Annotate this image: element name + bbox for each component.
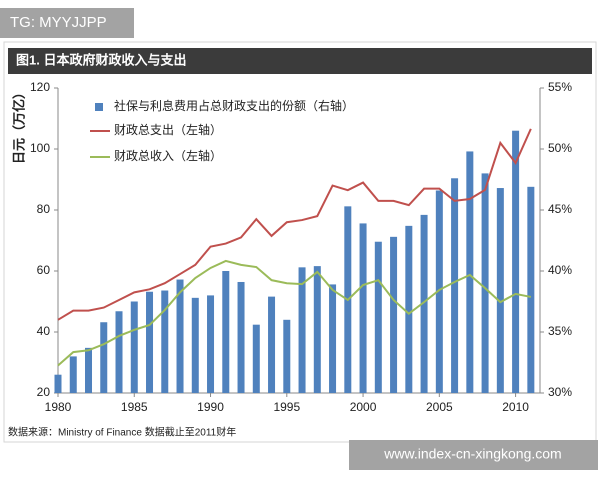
bar — [451, 178, 459, 393]
watermark-bottom: www.index-cn-xingkong.com — [383, 446, 561, 462]
legend-swatch — [95, 103, 103, 111]
y2-tick-label: 45% — [548, 202, 572, 216]
watermark-top: TG: MYYJJPP — [10, 14, 107, 31]
y2-tick-label: 55% — [548, 80, 572, 94]
line — [57, 128, 532, 321]
y-tick-label: 100 — [30, 141, 50, 155]
bar — [237, 281, 245, 393]
y-tick-label: 40 — [37, 324, 51, 338]
y-tick-label: 80 — [37, 202, 51, 216]
bar — [176, 279, 184, 393]
legend-label: 社保与利息费用占总财政支出的份额（右轴） — [114, 98, 354, 113]
bar — [115, 311, 123, 393]
legend-label: 财政总支出（左轴） — [114, 122, 222, 137]
watermark-box — [0, 8, 134, 38]
bar — [298, 267, 306, 393]
y-tick-label: 20 — [37, 385, 51, 399]
bar — [69, 356, 77, 393]
bar — [435, 190, 443, 393]
source-note: 数据来源：Ministry of Finance 数据截止至2011财年 — [8, 426, 236, 439]
x-tick-label: 2010 — [502, 400, 529, 414]
x-tick-label: 1990 — [197, 400, 224, 414]
bar — [466, 151, 474, 393]
bar — [481, 173, 489, 393]
y2-tick-label: 35% — [548, 324, 572, 338]
y-tick-label: 120 — [30, 80, 50, 94]
bar — [283, 319, 291, 393]
x-tick-label: 1980 — [45, 400, 72, 414]
bar — [420, 214, 428, 393]
y2-tick-label: 40% — [548, 263, 572, 277]
bar — [390, 236, 398, 393]
bar — [359, 223, 367, 393]
bar — [54, 374, 62, 393]
bar — [527, 186, 535, 393]
x-tick-label: 2005 — [426, 400, 453, 414]
y2-tick-label: 30% — [548, 385, 572, 399]
bar — [207, 295, 215, 393]
chart-title: 图1. 日本政府财政收入与支出 — [16, 52, 186, 67]
y2-tick-label: 50% — [548, 141, 572, 155]
bar — [191, 297, 199, 393]
bar — [146, 291, 154, 393]
bar — [496, 188, 504, 393]
bar — [100, 322, 108, 393]
bar — [222, 271, 230, 393]
legend-label: 财政总收入（左轴） — [114, 148, 222, 163]
title-bar — [8, 48, 592, 74]
bar — [252, 324, 260, 393]
bar — [512, 130, 520, 393]
bar — [405, 225, 413, 393]
bar — [268, 296, 276, 393]
bar — [329, 284, 337, 393]
bar — [374, 241, 382, 393]
x-tick-label: 2000 — [350, 400, 377, 414]
bar — [313, 266, 321, 393]
x-tick-label: 1985 — [121, 400, 148, 414]
x-tick-label: 1995 — [273, 400, 300, 414]
line — [57, 259, 532, 367]
watermark-box — [349, 440, 598, 470]
y-axis-label: 日元（万亿） — [11, 86, 26, 164]
bar — [161, 290, 169, 393]
bar — [85, 347, 93, 393]
y-tick-label: 60 — [37, 263, 51, 277]
bar — [130, 301, 138, 393]
